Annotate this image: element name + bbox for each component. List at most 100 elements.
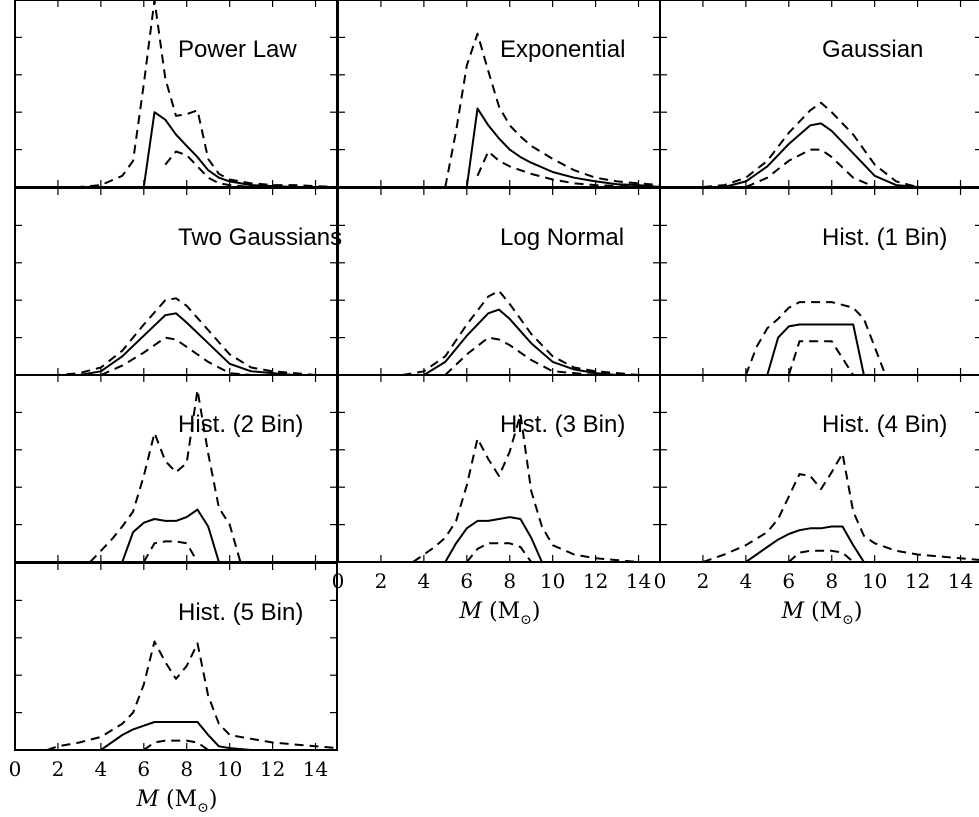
- median-curve: [133, 111, 337, 187]
- x-tick-label: 4: [739, 569, 752, 593]
- median-curve: [766, 323, 865, 375]
- lower-curve: [787, 340, 855, 375]
- panel-hist-3-bin: Hist. (3 Bin)0 2 4 6 8 10 12 14M (M⊙): [332, 374, 661, 628]
- median-curve: [79, 312, 316, 375]
- x-tick-label: 14: [303, 757, 328, 781]
- x-tick-label: 4: [94, 757, 107, 781]
- upper-curve: [89, 389, 242, 562]
- panel-frame: [659, 187, 979, 376]
- lower-curve: [476, 150, 660, 187]
- upper-curve: [744, 301, 887, 375]
- median-curve: [100, 721, 337, 750]
- panel-title: Two Gaussians: [178, 224, 342, 251]
- panel-frame: [659, 0, 979, 188]
- x-tick-label: 0: [9, 757, 22, 781]
- lower-curve: [142, 540, 199, 562]
- x-tick-label: 10: [540, 569, 565, 593]
- x-tick-label: 6: [137, 757, 150, 781]
- panel-ticks: [337, 375, 660, 562]
- panel-gaussian: Gaussian: [659, 0, 979, 188]
- panel-frame: [14, 374, 338, 563]
- upper-curve: [46, 640, 337, 750]
- x-tick-label: 12: [260, 757, 285, 781]
- panel-title: Hist. (4 Bin): [822, 411, 947, 438]
- panel-grid: Power Law Exponential Gaussian Two Gaussian…: [9, 0, 979, 816]
- panel-exponential: Exponential: [337, 0, 661, 188]
- panel-curves: [15, 0, 337, 187]
- panel-hist-1-bin: Hist. (1 Bin): [659, 187, 979, 376]
- lower-curve: [164, 150, 337, 187]
- panel-ticks: [337, 188, 660, 375]
- x-tick-label: 8: [825, 569, 838, 593]
- panel-ticks: [337, 0, 660, 187]
- lower-curve: [100, 336, 252, 375]
- panel-log-normal: Log Normal: [337, 187, 661, 376]
- x-tick-label: 12: [905, 569, 930, 593]
- x-tick-label: 10: [862, 569, 887, 593]
- panel-title: Hist. (5 Bin): [178, 599, 303, 626]
- panel-ticks: [659, 188, 979, 375]
- x-axis: 0 2 4 6 8 10 12 14M (M⊙): [654, 569, 974, 628]
- x-tick-label: 6: [460, 569, 473, 593]
- panel-frame: [14, 562, 338, 751]
- panel-frame: [337, 374, 661, 563]
- x-tick-label: 14: [948, 569, 973, 593]
- panel-hist-5-bin: Hist. (5 Bin) 0 2 4 6 8 10 12 14 M (M⊙): [9, 562, 338, 816]
- panel-curves: [46, 640, 337, 750]
- x-axis-label: M (M⊙): [781, 599, 863, 628]
- panel-ticks: [14, 0, 337, 187]
- panel-curves: [744, 301, 887, 375]
- panel-ticks: [659, 375, 979, 562]
- panel-title: Exponential: [500, 36, 625, 63]
- median-curve: [745, 525, 865, 562]
- panel-curves: [702, 452, 979, 562]
- panel-curves: [402, 289, 660, 375]
- x-axis-label: M (M⊙): [459, 599, 541, 628]
- lower-curve: [444, 336, 596, 375]
- panel-hist-2-bin: Hist. (2 Bin): [14, 374, 338, 563]
- x-tick-label: 2: [697, 569, 710, 593]
- x-tick-label: 6: [782, 569, 795, 593]
- panel-ticks: [659, 0, 979, 187]
- panel-frame: [337, 187, 661, 376]
- panel-curves: [89, 389, 242, 562]
- x-tick-label: 4: [417, 569, 430, 593]
- panel-curves: [702, 101, 918, 187]
- x-tick-label: 10: [217, 757, 242, 781]
- upper-curve: [444, 32, 660, 187]
- panel-frame: [659, 374, 979, 563]
- upper-curve: [702, 452, 979, 562]
- x-tick-label: 8: [180, 757, 193, 781]
- panel-curves: [412, 413, 639, 562]
- panel-two-gaussians: Two Gaussians: [14, 187, 342, 376]
- x-tick-label: 8: [503, 569, 516, 593]
- lower-curve: [466, 542, 533, 562]
- median-curve: [423, 308, 660, 375]
- x-tick-label: 12: [583, 569, 608, 593]
- panel-title: Power Law: [178, 36, 297, 63]
- panel-frame: [337, 0, 661, 188]
- median-curve: [724, 122, 918, 187]
- x-tick-label: 2: [52, 757, 65, 781]
- panel-ticks: [14, 188, 337, 375]
- lower-curve: [745, 148, 876, 187]
- median-curve: [121, 508, 220, 562]
- lower-curve: [788, 549, 854, 562]
- panel-curves: [36, 297, 316, 375]
- lower-curve: [143, 739, 209, 750]
- panel-frame: [14, 0, 338, 188]
- panel-power-law: Power Law: [14, 0, 338, 188]
- panel-title: Hist. (1 Bin): [822, 224, 947, 251]
- median-curve: [444, 516, 543, 562]
- median-curve: [465, 107, 660, 187]
- x-axis: 0 2 4 6 8 10 12 14 M (M⊙): [9, 757, 329, 816]
- x-tick-label: 14: [626, 569, 651, 593]
- panel-frame: [14, 187, 338, 376]
- panel-ticks: [14, 375, 337, 562]
- x-axis: 0 2 4 6 8 10 12 14M (M⊙): [332, 569, 652, 628]
- upper-curve: [36, 297, 316, 375]
- panel-title: Gaussian: [822, 36, 923, 63]
- x-axis-label: M (M⊙): [136, 787, 218, 816]
- panel-title: Log Normal: [500, 224, 624, 251]
